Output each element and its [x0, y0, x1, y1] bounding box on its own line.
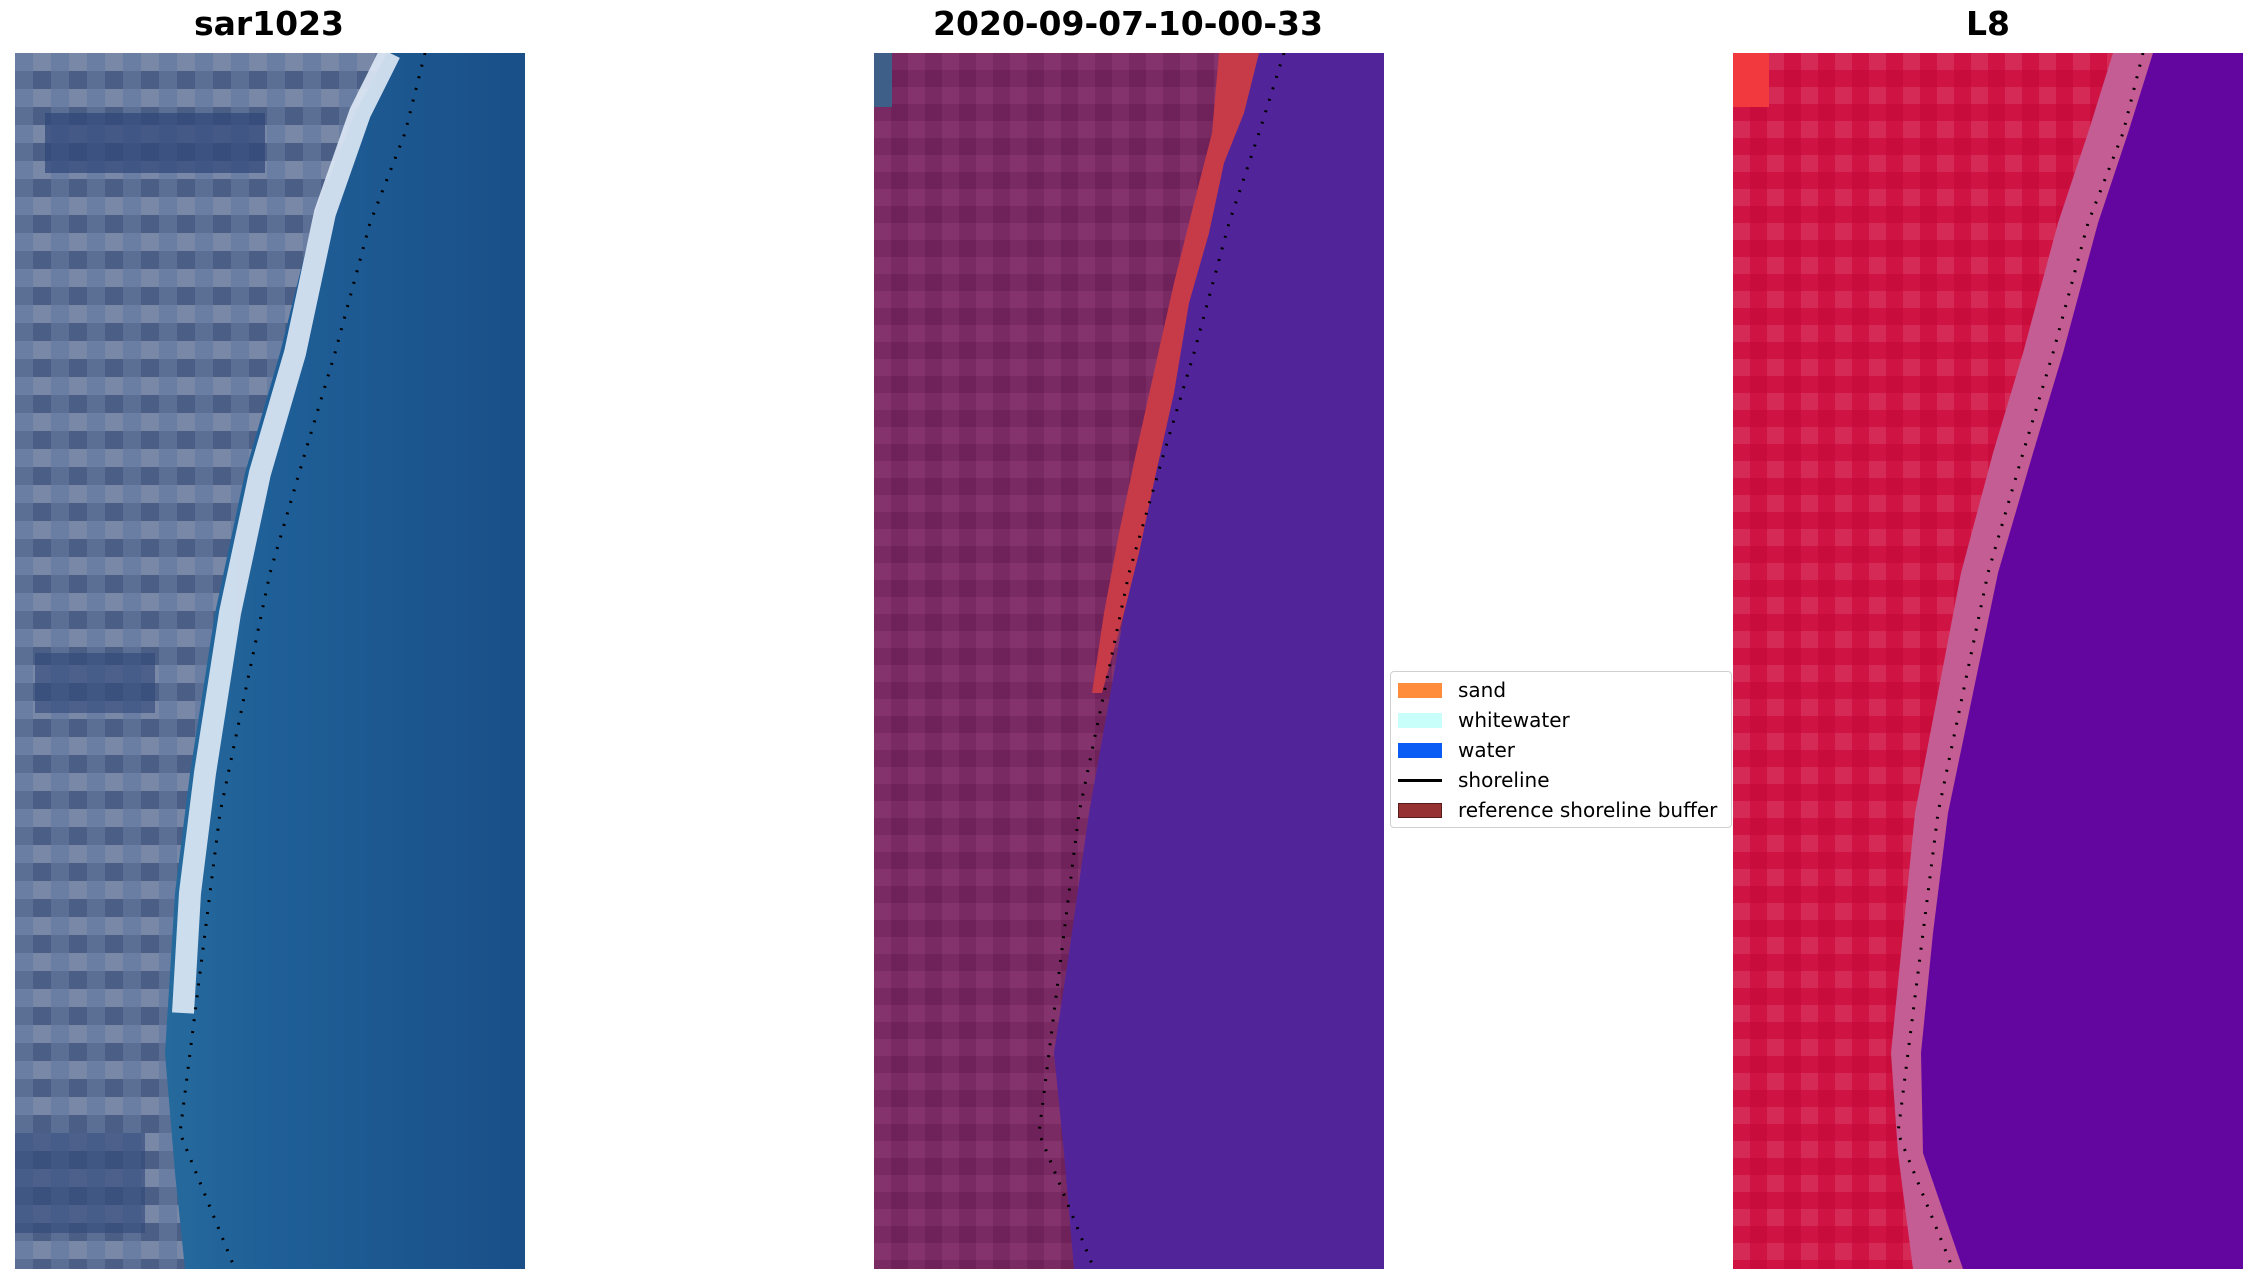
reference-shoreline-buffer [1092, 53, 1259, 693]
legend-label-water: water [1458, 738, 1515, 762]
nir-image-panel [1733, 53, 2243, 1269]
legend-label-buffer: reference shoreline buffer [1458, 798, 1718, 822]
rgb-surf-zone [172, 53, 400, 1014]
panel-title-rgb: sar1023 [193, 4, 345, 43]
legend-item-sand: sand [1398, 675, 1506, 705]
legend-item-whitewater: whitewater [1398, 705, 1570, 735]
panel-title-nir: L8 [1966, 4, 2010, 43]
legend-swatch-buffer [1398, 802, 1442, 818]
nir-land-area [1733, 53, 2113, 1269]
legend-label-whitewater: whitewater [1458, 708, 1570, 732]
legend-item-buffer: reference shoreline buffer [1398, 795, 1717, 825]
rgb-image [15, 53, 525, 1269]
classified-image [874, 53, 1384, 1269]
legend-item-water: water [1398, 735, 1515, 765]
panel-title-classified: 2020-09-07-10-00-33 [933, 4, 1323, 43]
legend-item-shoreline: shoreline [1398, 765, 1550, 795]
legend-label-shoreline: shoreline [1458, 768, 1550, 792]
rgb-land-area [15, 53, 387, 1269]
legend-swatch-water [1398, 742, 1442, 758]
rgb-image-panel [15, 53, 525, 1269]
legend-swatch-whitewater [1398, 712, 1442, 728]
legend-swatch-sand [1398, 682, 1442, 698]
legend: sand whitewater water shoreline referenc… [1390, 671, 1732, 828]
nir-image [1733, 53, 2243, 1269]
legend-label-sand: sand [1458, 678, 1507, 702]
classified-image-panel [874, 53, 1384, 1269]
legend-line-shoreline [1398, 778, 1442, 782]
